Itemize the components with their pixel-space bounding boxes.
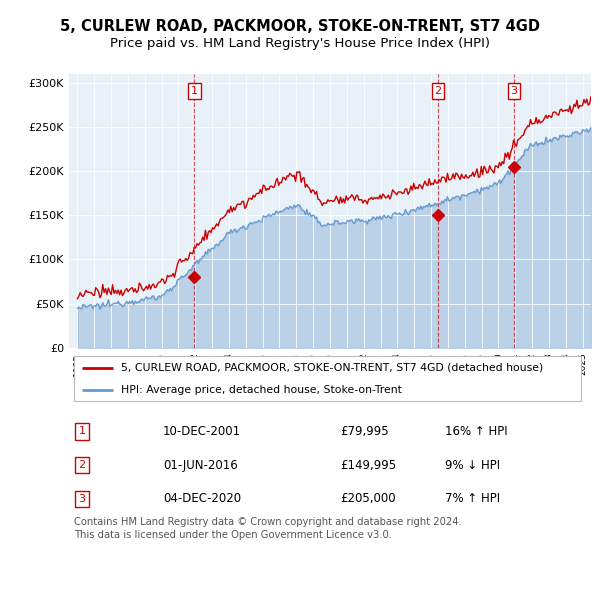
Text: £149,995: £149,995 (340, 458, 397, 471)
Text: 7% ↑ HPI: 7% ↑ HPI (445, 493, 500, 506)
Text: Price paid vs. HM Land Registry's House Price Index (HPI): Price paid vs. HM Land Registry's House … (110, 37, 490, 50)
Text: 2: 2 (79, 460, 86, 470)
Text: 10-DEC-2001: 10-DEC-2001 (163, 425, 241, 438)
Text: 5, CURLEW ROAD, PACKMOOR, STOKE-ON-TRENT, ST7 4GD (detached house): 5, CURLEW ROAD, PACKMOOR, STOKE-ON-TRENT… (121, 363, 544, 373)
Text: 01-JUN-2016: 01-JUN-2016 (163, 458, 238, 471)
Text: 5, CURLEW ROAD, PACKMOOR, STOKE-ON-TRENT, ST7 4GD: 5, CURLEW ROAD, PACKMOOR, STOKE-ON-TRENT… (60, 19, 540, 34)
FancyBboxPatch shape (74, 356, 581, 401)
Text: 3: 3 (511, 86, 517, 96)
Text: 16% ↑ HPI: 16% ↑ HPI (445, 425, 508, 438)
Text: 1: 1 (191, 86, 198, 96)
Text: £205,000: £205,000 (340, 493, 396, 506)
Text: 1: 1 (79, 426, 86, 436)
Text: 3: 3 (79, 494, 86, 504)
Text: 04-DEC-2020: 04-DEC-2020 (163, 493, 241, 506)
Text: HPI: Average price, detached house, Stoke-on-Trent: HPI: Average price, detached house, Stok… (121, 385, 402, 395)
Text: Contains HM Land Registry data © Crown copyright and database right 2024.
This d: Contains HM Land Registry data © Crown c… (74, 517, 462, 540)
Text: 2: 2 (434, 86, 442, 96)
Text: £79,995: £79,995 (340, 425, 389, 438)
Text: 9% ↓ HPI: 9% ↓ HPI (445, 458, 500, 471)
